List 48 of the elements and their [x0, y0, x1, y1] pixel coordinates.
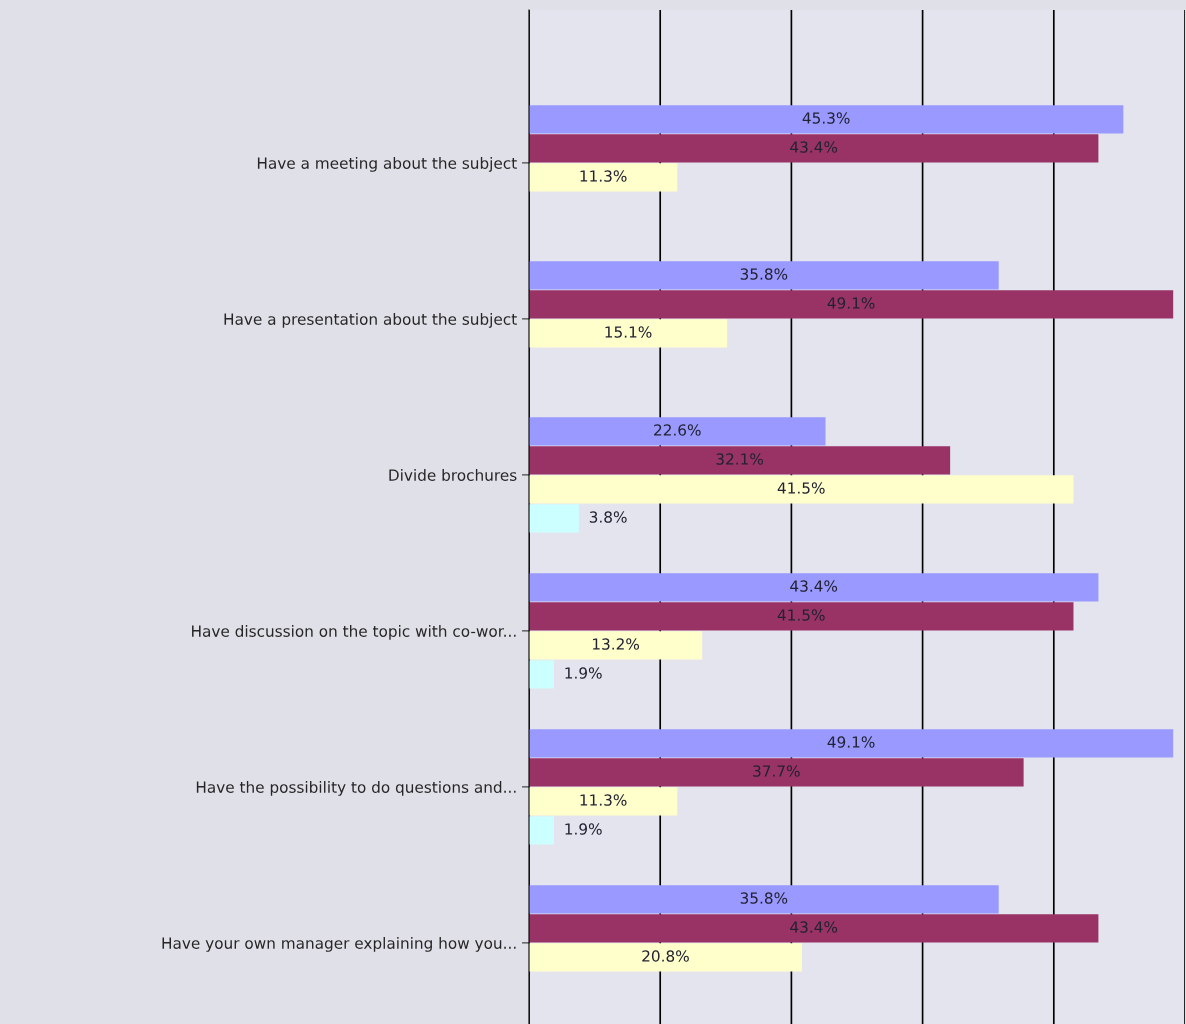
data-label: 41.5%	[777, 609, 825, 621]
data-label: 35.8%	[740, 268, 788, 280]
data-label: 1.9%	[565, 667, 602, 679]
y-tick-label: Divide brochures	[389, 469, 517, 481]
y-tick-label: Have a meeting about the subject	[257, 157, 517, 172]
bar	[529, 758, 1024, 787]
data-label: 43.4%	[790, 141, 838, 153]
bar	[529, 163, 678, 192]
data-label: 11.3%	[580, 794, 627, 806]
data-label: 3.8%	[589, 511, 627, 523]
data-label: 49.1%	[827, 297, 875, 309]
bar	[529, 660, 554, 689]
data-label: 35.8%	[740, 892, 788, 904]
bar	[529, 914, 1099, 943]
bar	[529, 729, 1174, 758]
bar	[529, 631, 703, 660]
y-tick-label: Have your own manager explaining how you...	[162, 937, 516, 952]
data-label: 49.1%	[827, 736, 875, 748]
data-label: 37.7%	[753, 765, 800, 777]
data-label: 13.2%	[593, 638, 640, 650]
data-label: 32.1%	[716, 453, 763, 465]
data-label: 1.9%	[565, 823, 602, 835]
bar	[529, 816, 554, 845]
bar	[529, 261, 999, 290]
data-label: 11.3%	[580, 170, 627, 182]
y-tick-label: Have a presentation about the subject	[224, 313, 517, 328]
bar	[529, 475, 1074, 504]
bar	[529, 787, 678, 816]
data-label: 20.8%	[642, 950, 689, 962]
data-label: 45.3%	[802, 112, 850, 124]
bar	[529, 105, 1124, 134]
data-label: 41.5%	[777, 482, 825, 494]
y-tick-label: Have the possibility to do questions and...	[196, 781, 516, 796]
bar	[529, 134, 1099, 163]
data-label: 43.4%	[790, 580, 838, 592]
bar	[529, 504, 579, 533]
data-label: 43.4%	[790, 921, 838, 933]
data-label: 22.6%	[654, 424, 701, 436]
bar	[529, 446, 951, 475]
bar	[529, 319, 728, 348]
bar	[529, 602, 1074, 631]
bar	[529, 290, 1174, 319]
bar	[529, 573, 1099, 602]
bar	[529, 943, 802, 972]
bar	[529, 417, 826, 446]
y-tick-label: Have discussion on the topic with co-wor...	[192, 625, 516, 640]
data-label: 15.1%	[605, 326, 652, 338]
bar	[529, 885, 999, 914]
